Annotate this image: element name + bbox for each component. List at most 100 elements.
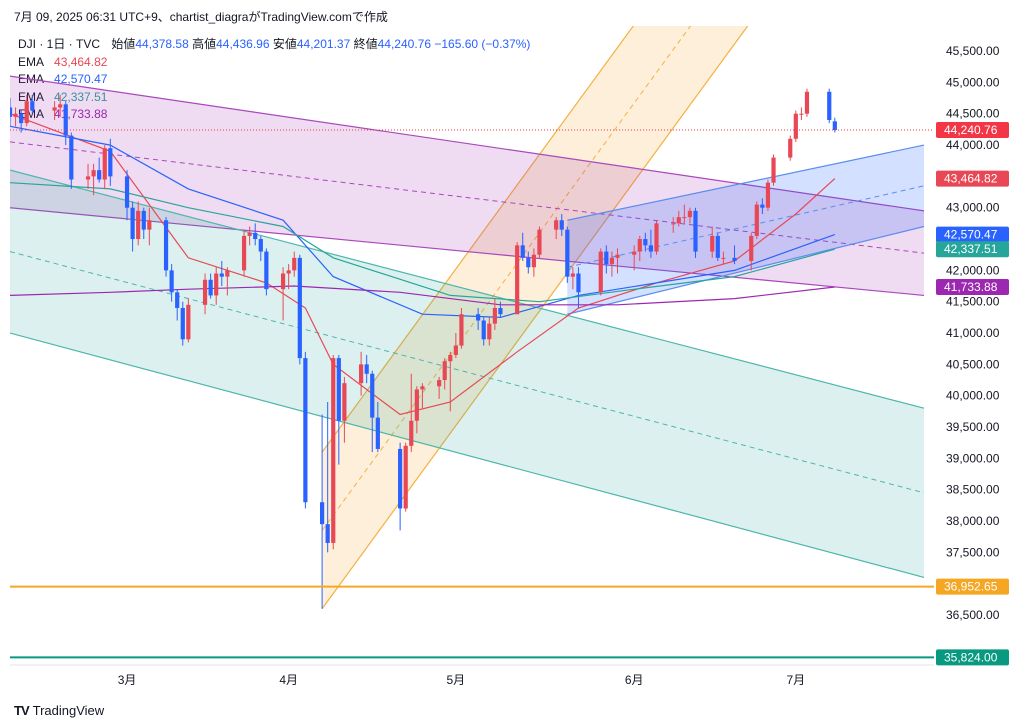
- candle: [102, 145, 107, 189]
- y-tick-label: 38,000.00: [946, 514, 1000, 528]
- candle-body: [437, 380, 442, 387]
- candle: [570, 267, 575, 290]
- candle: [448, 351, 453, 412]
- candle-body: [598, 251, 603, 293]
- ema-row-3[interactable]: EMA 42,337.51: [18, 89, 530, 107]
- candle: [286, 264, 291, 290]
- close-label: 終値: [353, 37, 378, 51]
- x-tick-label: 5月: [447, 673, 466, 687]
- candle-body: [537, 229, 542, 255]
- candle-body: [693, 210, 698, 252]
- candle-body: [476, 314, 481, 321]
- candle: [459, 307, 464, 349]
- price-tag-label: 44,240.76: [944, 123, 998, 137]
- candle-body: [24, 101, 29, 124]
- candle: [375, 401, 380, 453]
- candle: [30, 94, 35, 114]
- channel-upper-edge-2: [10, 169, 925, 409]
- candle: [531, 248, 536, 277]
- candle-body: [175, 292, 180, 308]
- channel-lower-edge-0: [321, 26, 749, 610]
- candle-body: [97, 170, 102, 180]
- candle: [676, 210, 681, 227]
- candle-body: [632, 251, 637, 255]
- candle-body: [492, 307, 497, 324]
- candle-body: [202, 279, 208, 305]
- candle: [687, 207, 693, 224]
- price-tag-label: 41,733.88: [944, 280, 998, 294]
- candle: [130, 201, 135, 252]
- candle: [403, 442, 408, 512]
- candle-body: [214, 273, 219, 296]
- channel-median-3: [567, 185, 925, 268]
- candle: [247, 226, 252, 246]
- channel-median-1: [10, 141, 925, 254]
- candle-body: [370, 373, 375, 418]
- candle-body: [241, 235, 247, 271]
- candle: [481, 317, 486, 346]
- low-label: 安値: [272, 37, 297, 51]
- candle-body: [710, 235, 715, 252]
- candle-body: [459, 314, 464, 346]
- candle-body: [331, 358, 336, 543]
- candle: [749, 232, 754, 271]
- price-tag-label: 36,952.65: [944, 580, 998, 594]
- ema-label: EMA: [18, 107, 44, 121]
- candle-body: [420, 386, 425, 390]
- ema-label: EMA: [18, 90, 44, 104]
- ema-row-1[interactable]: EMA 43,464.82: [18, 54, 530, 72]
- footer-branding: TV TradingView: [14, 703, 104, 718]
- ema-value: 42,337.51: [54, 90, 107, 104]
- candle-body: [13, 113, 18, 117]
- candle-body: [732, 257, 737, 261]
- candle: [225, 267, 230, 296]
- ohlc-row[interactable]: DJI · 1日 · TVC 始値44,378.58 高値44,436.96 安…: [18, 36, 530, 54]
- candle: [292, 251, 297, 277]
- candle: [437, 376, 442, 399]
- candle: [637, 235, 642, 261]
- candle: [331, 354, 336, 550]
- channel-median-2: [10, 251, 925, 494]
- candle-body: [141, 210, 146, 230]
- y-tick-label: 39,000.00: [946, 451, 1000, 465]
- y-tick-label: 45,500.00: [946, 44, 1000, 58]
- candle: [370, 370, 375, 453]
- low-value: 44,201.37: [296, 37, 351, 51]
- candle: [359, 351, 364, 396]
- candle: [771, 154, 776, 186]
- candle: [693, 207, 698, 258]
- candle-body: [481, 320, 486, 340]
- candle-body: [303, 358, 308, 503]
- candle: [732, 245, 737, 265]
- candle: [91, 163, 96, 196]
- candle-body: [85, 176, 91, 180]
- candle-body: [648, 245, 654, 252]
- candle-body: [342, 383, 347, 421]
- candle: [648, 229, 654, 258]
- candle: [520, 232, 525, 261]
- candle-body: [409, 420, 414, 446]
- candle-body: [375, 417, 380, 449]
- candle-body: [398, 448, 403, 509]
- x-tick-label: 4月: [279, 673, 298, 687]
- candle: [721, 251, 726, 265]
- candle: [336, 354, 341, 465]
- candle: [442, 358, 447, 390]
- candle-body: [52, 107, 57, 111]
- candle: [258, 235, 263, 261]
- candle: [69, 132, 74, 189]
- price-tag-label: 42,337.51: [944, 242, 998, 256]
- candle-body: [643, 239, 648, 246]
- candle-body: [754, 204, 759, 236]
- candle: [124, 170, 130, 221]
- candle: [754, 201, 759, 240]
- candle: [804, 88, 810, 117]
- candle-body: [91, 170, 96, 177]
- candle-body: [280, 273, 286, 290]
- candle: [682, 204, 687, 224]
- candle: [498, 301, 503, 318]
- y-tick-label: 40,000.00: [946, 389, 1000, 403]
- candle-body: [654, 223, 659, 252]
- candle: [264, 248, 269, 296]
